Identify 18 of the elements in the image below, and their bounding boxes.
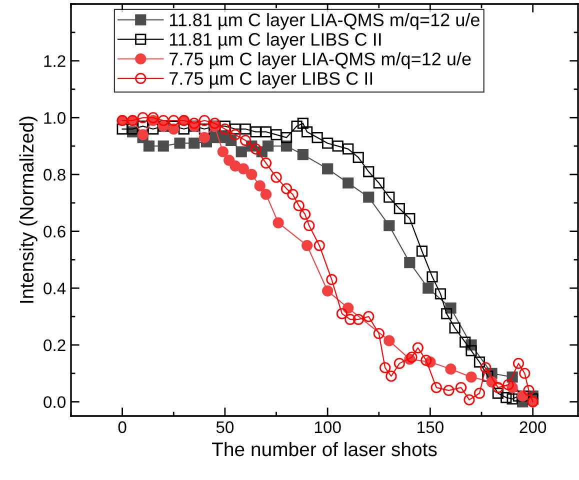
x-tick-label: 100: [314, 421, 341, 434]
legend-label: 7.75 µm C layer LIBS C II: [170, 72, 372, 88]
legend-label: 11.81 µm C layer LIBS C II: [170, 32, 381, 50]
legend-label: 7.75 µm C layer LIA-QMS m/q=12 u/e: [170, 52, 471, 69]
legend-label: 11.81 µm C layer LIA-QMS m/q=12 u/e: [170, 13, 480, 30]
y-tick-label: 0.2: [44, 339, 66, 352]
x-tick-label: 200: [520, 421, 546, 434]
x-tick-label: 0: [118, 421, 126, 434]
y-tick-label: 0.6: [44, 226, 66, 238]
x-tick-label: 150: [418, 421, 444, 434]
y-tick-label: 1.0: [44, 112, 66, 124]
y-tick-label: 0.8: [44, 168, 66, 181]
y-tick-label: 0.0: [44, 396, 66, 408]
y-axis-title: Intensity (Normalized): [19, 116, 38, 303]
y-tick-label: 1.2: [44, 55, 66, 67]
x-axis-title: The number of laser shots: [212, 442, 437, 456]
x-tick-label: 50: [216, 421, 234, 434]
y-tick-label: 0.4: [44, 282, 66, 294]
